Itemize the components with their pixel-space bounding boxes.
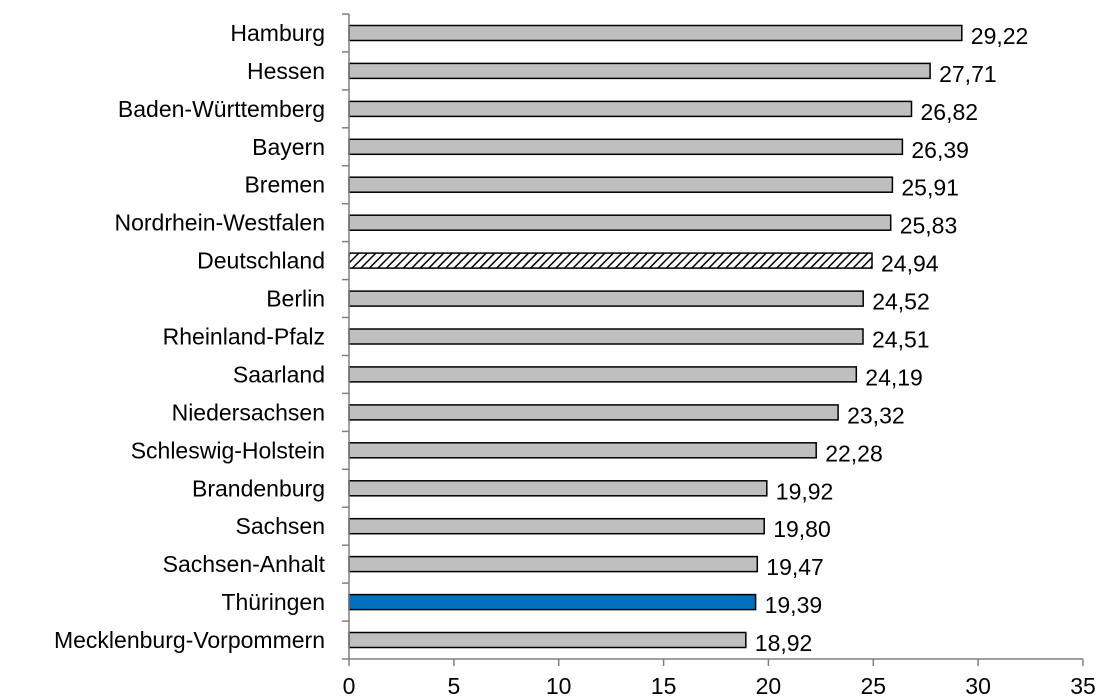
category-label: Hessen [247, 58, 325, 84]
x-tick-label: 25 [861, 673, 887, 699]
x-tick-label: 5 [448, 673, 461, 699]
data-label: 19,47 [766, 554, 824, 580]
category-label: Schleswig-Holstein [131, 437, 325, 463]
data-label: 24,19 [865, 364, 923, 390]
data-label: 18,92 [755, 630, 813, 656]
bar-hamburg [348, 24, 963, 42]
labels-layer: Hamburg 29,22 Hessen 27,71 Baden-Württemberg… [54, 20, 1096, 699]
category-label: Thüringen [221, 589, 325, 615]
category-label: Niedersachsen [172, 399, 325, 425]
x-tick-label: 0 [343, 673, 356, 699]
data-label: 29,22 [971, 23, 1029, 49]
axes-layer [342, 13, 1084, 666]
x-tick-label: 10 [546, 673, 572, 699]
bar-sachsen [348, 517, 765, 535]
bar-schleswig-holstein [348, 442, 817, 459]
x-tick-label: 30 [965, 673, 991, 699]
category-label: Hamburg [230, 20, 325, 46]
data-label: 24,52 [872, 289, 930, 315]
x-tick-label: 20 [756, 673, 782, 699]
category-label: Rheinland-Pfalz [163, 324, 325, 350]
data-label: 24,51 [872, 327, 930, 353]
data-label: 25,83 [900, 213, 958, 239]
bar-deutschland [348, 252, 873, 269]
category-label: Saarland [233, 361, 325, 387]
category-label: Sachsen [235, 513, 325, 539]
bar-brandenburg [348, 480, 768, 497]
data-label: 26,39 [911, 137, 969, 163]
bars-layer [348, 24, 963, 649]
bar-mecklenburg-vorpommern [348, 631, 747, 649]
data-label: 25,91 [901, 175, 959, 201]
category-label: Nordrhein-Westfalen [114, 210, 325, 236]
category-label: Brandenburg [192, 475, 325, 501]
data-label: 19,80 [773, 516, 831, 542]
bar-berlin [348, 290, 864, 307]
x-tick-label: 15 [651, 673, 677, 699]
bar-nordrhein-westfalen [348, 214, 892, 231]
bar-thüringen [348, 593, 757, 611]
category-label: Mecklenburg-Vorpommern [54, 627, 325, 653]
data-label: 27,71 [939, 61, 997, 87]
data-label: 19,39 [765, 592, 823, 618]
category-label: Sachsen-Anhalt [163, 551, 326, 577]
category-label: Bremen [244, 172, 325, 198]
bar-hessen [348, 62, 931, 80]
data-label: 24,94 [881, 251, 939, 277]
data-label: 22,28 [825, 440, 883, 466]
bar-bayern [348, 138, 904, 156]
category-label: Berlin [266, 286, 325, 312]
category-label: Baden-Württemberg [118, 96, 325, 122]
category-label: Bayern [252, 134, 325, 160]
x-tick-label: 35 [1070, 673, 1096, 699]
bar-baden-württemberg [348, 100, 913, 118]
bar-sachsen-anhalt [348, 555, 759, 573]
data-label: 26,82 [921, 99, 979, 125]
data-label: 23,32 [847, 402, 905, 428]
bar-bremen [348, 176, 894, 193]
bar-saarland [348, 366, 858, 383]
category-label: Deutschland [197, 248, 325, 274]
data-label: 19,92 [776, 478, 834, 504]
bar-niedersachsen [348, 404, 839, 421]
bar-rheinland-pfalz [348, 328, 864, 345]
